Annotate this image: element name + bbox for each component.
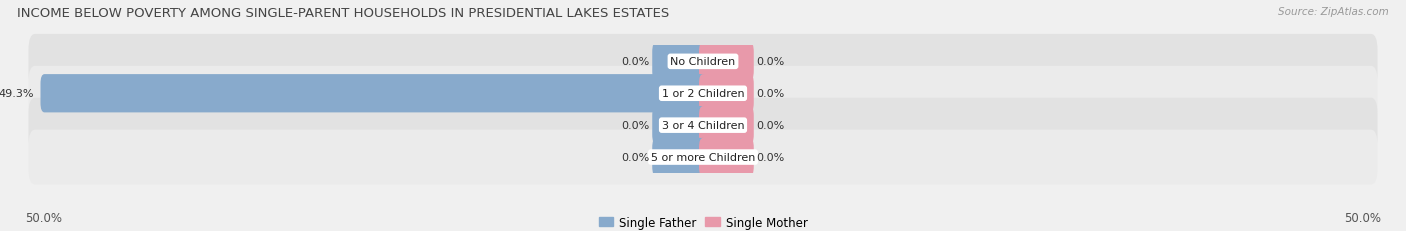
Text: 1 or 2 Children: 1 or 2 Children [662, 89, 744, 99]
FancyBboxPatch shape [28, 130, 1378, 185]
FancyBboxPatch shape [652, 43, 707, 81]
Text: 0.0%: 0.0% [756, 152, 785, 162]
Legend: Single Father, Single Mother: Single Father, Single Mother [593, 211, 813, 231]
Text: 50.0%: 50.0% [25, 211, 62, 224]
FancyBboxPatch shape [699, 106, 754, 145]
Text: 0.0%: 0.0% [756, 121, 785, 131]
Text: No Children: No Children [671, 57, 735, 67]
Text: INCOME BELOW POVERTY AMONG SINGLE-PARENT HOUSEHOLDS IN PRESIDENTIAL LAKES ESTATE: INCOME BELOW POVERTY AMONG SINGLE-PARENT… [17, 7, 669, 20]
Text: 0.0%: 0.0% [756, 57, 785, 67]
Text: 49.3%: 49.3% [0, 89, 34, 99]
Text: Source: ZipAtlas.com: Source: ZipAtlas.com [1278, 7, 1389, 17]
Text: 0.0%: 0.0% [621, 152, 650, 162]
FancyBboxPatch shape [28, 67, 1378, 121]
Text: 5 or more Children: 5 or more Children [651, 152, 755, 162]
Text: 0.0%: 0.0% [621, 57, 650, 67]
FancyBboxPatch shape [652, 138, 707, 176]
FancyBboxPatch shape [28, 98, 1378, 153]
FancyBboxPatch shape [652, 106, 707, 145]
Text: 0.0%: 0.0% [621, 121, 650, 131]
FancyBboxPatch shape [699, 43, 754, 81]
FancyBboxPatch shape [28, 35, 1378, 89]
FancyBboxPatch shape [41, 75, 707, 113]
FancyBboxPatch shape [699, 138, 754, 176]
Text: 50.0%: 50.0% [1344, 211, 1381, 224]
Text: 0.0%: 0.0% [756, 89, 785, 99]
Text: 3 or 4 Children: 3 or 4 Children [662, 121, 744, 131]
FancyBboxPatch shape [699, 75, 754, 113]
